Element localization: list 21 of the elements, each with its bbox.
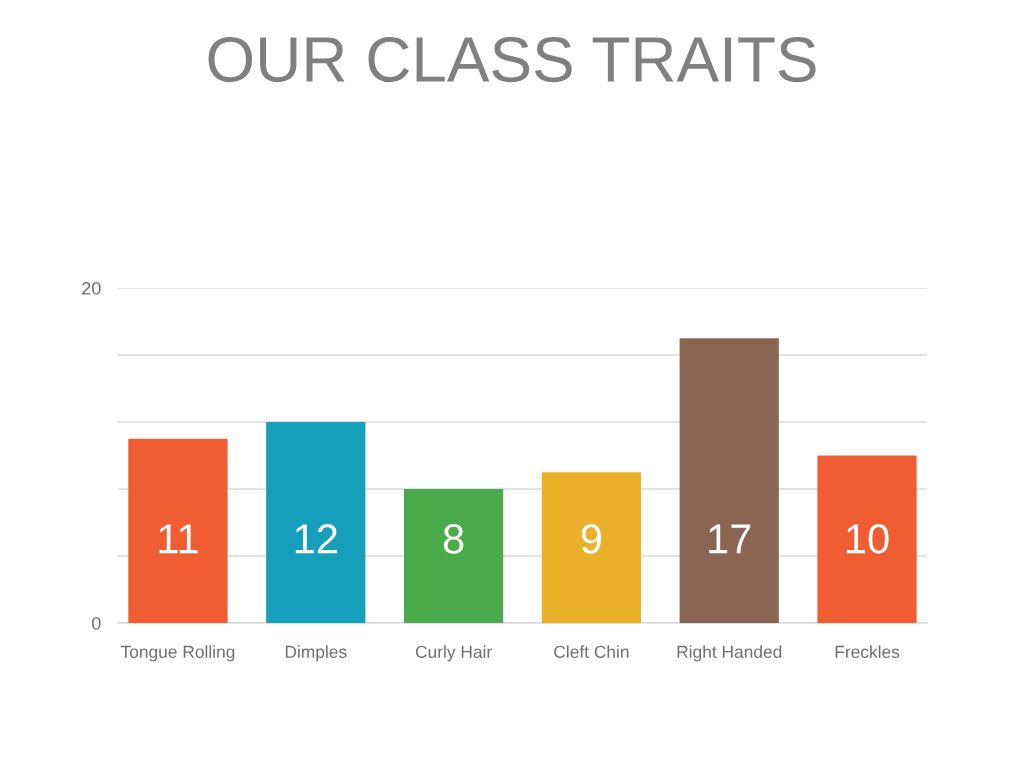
- data-label: 10: [847, 524, 889, 554]
- data-label: 8: [443, 524, 464, 554]
- chart-title: OUR CLASS TRAITS: [208, 36, 816, 83]
- bar: [679, 338, 779, 623]
- x-tick-label: Curly Hair: [415, 645, 492, 662]
- y-tick-label: 0: [92, 616, 101, 630]
- bar: [817, 455, 917, 623]
- data-label: 12: [295, 524, 337, 554]
- bar: [403, 489, 504, 623]
- data-label: 11: [159, 524, 198, 554]
- data-label: 17: [709, 524, 751, 554]
- x-tick-label: Freckles: [835, 645, 900, 658]
- bar: [128, 438, 228, 623]
- bar: [541, 472, 642, 623]
- data-label: 9: [581, 524, 602, 554]
- x-tick-label: Tongue Rolling: [120, 645, 235, 662]
- y-tick-label: 20: [82, 281, 101, 295]
- bar: [266, 422, 366, 623]
- x-tick-label: Dimples: [285, 645, 347, 662]
- x-tick-label: Right Handed: [677, 645, 782, 662]
- x-tick-label: Cleft Chin: [554, 645, 629, 658]
